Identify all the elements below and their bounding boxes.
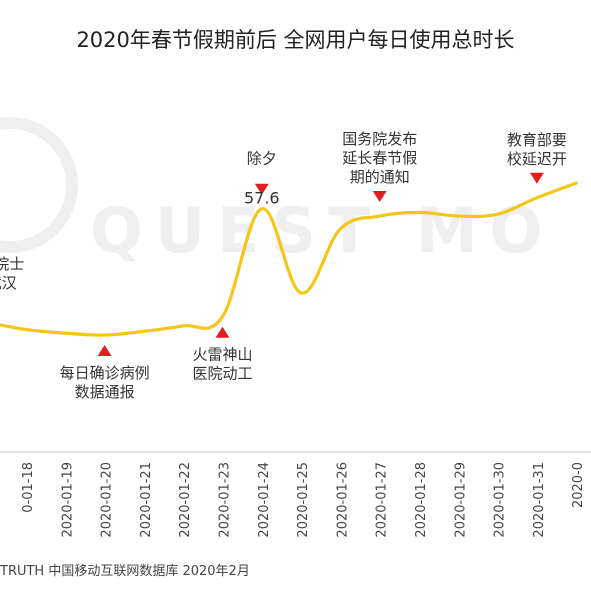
x-tick-label: 2020-01-31 bbox=[532, 462, 547, 538]
source-note: TRUTH 中国移动互联网数据库 2020年2月 bbox=[0, 564, 250, 579]
watermark-text: QUEST MO bbox=[90, 194, 554, 267]
event-annotation-text: 数据通报 bbox=[75, 383, 135, 401]
x-tick-label: 2020-01-23 bbox=[218, 462, 233, 538]
x-tick-label: 2020-01-27 bbox=[375, 462, 390, 538]
event-annotation-text: 每日确诊病例 bbox=[60, 364, 150, 382]
event-annotation-text: 校延迟开 bbox=[507, 150, 567, 168]
event-annotation-text: 期的通知 bbox=[350, 168, 410, 186]
event-annotation-text: 出征武汉 bbox=[0, 274, 17, 292]
series-line bbox=[0, 181, 578, 337]
x-tick-label: 2020-01-22 bbox=[178, 462, 193, 538]
chart-title: 2020年春节假期前后 全网用户每日使用总时长 bbox=[76, 28, 515, 52]
x-tick-label: 2020-01-25 bbox=[296, 462, 311, 538]
event-marker-down bbox=[529, 172, 544, 184]
x-tick-label: 2020-01-19 bbox=[60, 462, 75, 538]
x-tick-label: 2020-01-24 bbox=[257, 462, 272, 538]
x-tick-label: 2020-01-28 bbox=[414, 462, 429, 538]
event-annotation-text: 教育部要 bbox=[507, 131, 567, 149]
x-tick-label: 2020-01-30 bbox=[493, 462, 508, 538]
event-annotation-text: 国务院发布 bbox=[342, 130, 417, 148]
x-tick-label: 0-01-18 bbox=[21, 462, 36, 513]
x-tick-label: 2020-01-21 bbox=[139, 462, 154, 538]
data-label: 57.6 bbox=[244, 189, 280, 208]
event-marker-down bbox=[254, 183, 269, 195]
event-marker-up bbox=[215, 326, 230, 338]
event-marker-down bbox=[372, 191, 387, 203]
event-annotation-text: 医院动工 bbox=[192, 365, 252, 383]
event-annotation-text: 延长春节假 bbox=[342, 149, 417, 167]
watermark-logo-ring bbox=[0, 117, 78, 253]
event-annotation-text: 除夕 bbox=[247, 150, 277, 168]
x-tick-label: 2020-0 bbox=[571, 462, 586, 508]
x-tick-label: 2020-01-26 bbox=[335, 462, 350, 538]
event-marker-up bbox=[97, 345, 112, 356]
x-tick-label: 2020-01-29 bbox=[453, 462, 468, 538]
x-tick-label: 2020-01-20 bbox=[100, 462, 115, 538]
event-annotation-text: 钟南山院士 bbox=[0, 255, 24, 273]
event-annotation-text: 火雷神山 bbox=[192, 346, 252, 364]
